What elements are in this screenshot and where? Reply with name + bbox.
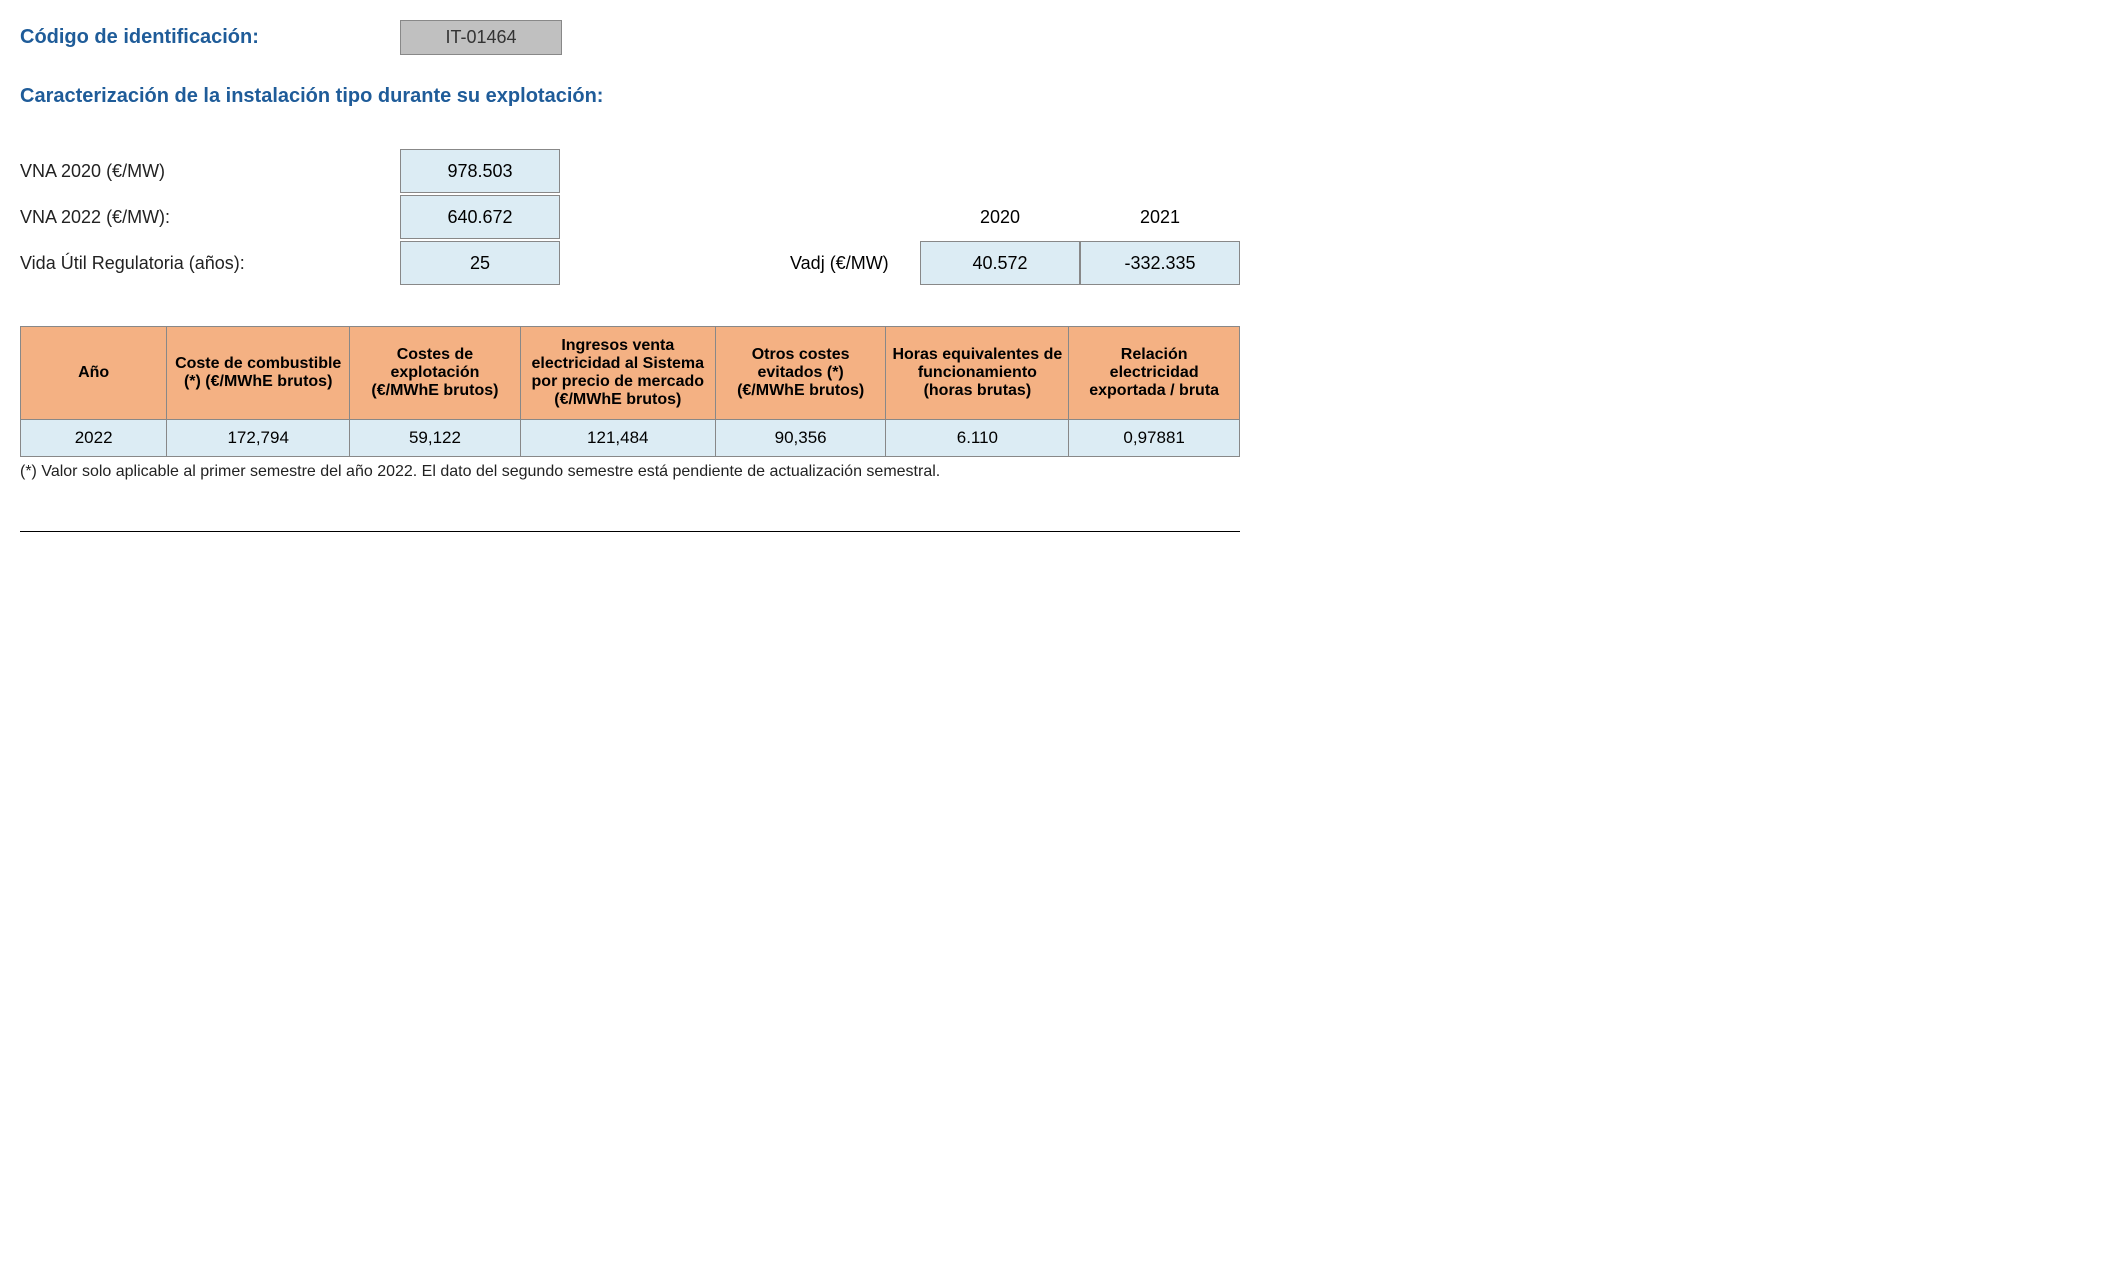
th-combustible: Coste de combustible (*) (€/MWhE brutos) bbox=[167, 327, 350, 420]
td-otros: 90,356 bbox=[715, 420, 886, 457]
vadj-year2: 2021 bbox=[1080, 207, 1240, 228]
vna2022-value: 640.672 bbox=[400, 195, 560, 239]
vida-label: Vida Útil Regulatoria (años): bbox=[20, 253, 400, 274]
vadj-val2: -332.335 bbox=[1080, 241, 1240, 285]
vadj-label: Vadj (€/MW) bbox=[790, 253, 920, 274]
table-header-row: Año Coste de combustible (*) (€/MWhE bru… bbox=[21, 327, 1240, 420]
th-ingresos: Ingresos venta electricidad al Sistema p… bbox=[520, 327, 715, 420]
th-explotacion: Costes de explotación (€/MWhE brutos) bbox=[350, 327, 521, 420]
vadj-year1: 2020 bbox=[920, 207, 1080, 228]
data-table: Año Coste de combustible (*) (€/MWhE bru… bbox=[20, 326, 1240, 457]
footnote: (*) Valor solo aplicable al primer semes… bbox=[20, 463, 1240, 481]
params-right: 2020 2021 Vadj (€/MW) 40.572 -332.335 bbox=[790, 148, 1240, 286]
vna2020-label: VNA 2020 (€/MW) bbox=[20, 161, 400, 182]
subtitle: Caracterización de la instalación tipo d… bbox=[20, 85, 1240, 108]
td-ingresos: 121,484 bbox=[520, 420, 715, 457]
td-combustible: 172,794 bbox=[167, 420, 350, 457]
th-ano: Año bbox=[21, 327, 167, 420]
td-ano: 2022 bbox=[21, 420, 167, 457]
params-left: VNA 2020 (€/MW) 978.503 VNA 2022 (€/MW):… bbox=[20, 148, 560, 286]
td-horas: 6.110 bbox=[886, 420, 1069, 457]
divider bbox=[20, 531, 1240, 532]
th-horas: Horas equivalentes de funcionamiento (ho… bbox=[886, 327, 1069, 420]
vadj-val1: 40.572 bbox=[920, 241, 1080, 285]
vna2022-label: VNA 2022 (€/MW): bbox=[20, 207, 400, 228]
th-relacion: Relación electricidad exportada / bruta bbox=[1069, 327, 1240, 420]
id-label: Código de identificación: bbox=[20, 26, 400, 49]
td-explotacion: 59,122 bbox=[350, 420, 521, 457]
vna2020-value: 978.503 bbox=[400, 149, 560, 193]
vida-value: 25 bbox=[400, 241, 560, 285]
id-value-box: IT-01464 bbox=[400, 20, 562, 55]
td-relacion: 0,97881 bbox=[1069, 420, 1240, 457]
table-row: 2022 172,794 59,122 121,484 90,356 6.110… bbox=[21, 420, 1240, 457]
th-otros: Otros costes evitados (*) (€/MWhE brutos… bbox=[715, 327, 886, 420]
